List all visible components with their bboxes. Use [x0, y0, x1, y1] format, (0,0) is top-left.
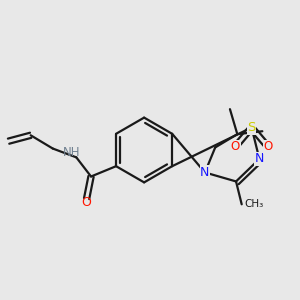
Text: NH: NH — [63, 146, 81, 159]
Text: O: O — [231, 140, 240, 153]
Text: O: O — [82, 196, 92, 209]
Text: CH₃: CH₃ — [244, 199, 263, 209]
Text: O: O — [263, 140, 272, 153]
Text: S: S — [248, 121, 256, 134]
Text: N: N — [200, 166, 210, 179]
Text: N: N — [255, 152, 264, 166]
